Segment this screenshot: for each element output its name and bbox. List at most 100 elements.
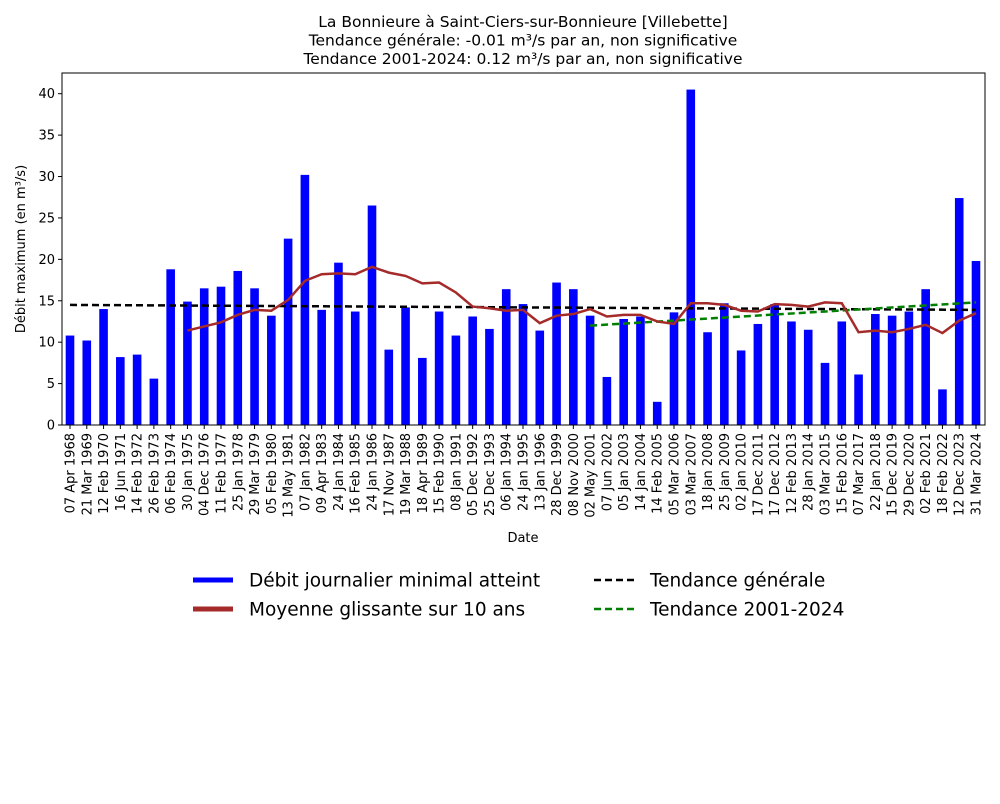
moving-average-line: [187, 265, 977, 335]
x-tick-label: 17 Dec 2012: [768, 433, 783, 516]
y-tick-label: 5: [47, 377, 55, 392]
x-tick-label: 25 Dec 1993: [483, 433, 498, 516]
bar: [65, 335, 75, 425]
bar: [770, 304, 779, 425]
x-tick-label: 24 Jan 1986: [366, 433, 381, 511]
bar: [871, 314, 880, 425]
chart-title-line: Tendance générale: -0.01 m³/s par an, no…: [308, 32, 738, 50]
bar: [99, 309, 108, 425]
bar: [116, 357, 125, 425]
bar: [300, 174, 310, 425]
x-tick-label: 05 Dec 1992: [466, 433, 481, 516]
bar: [250, 288, 259, 425]
x-tick-label: 24 Jan 1995: [517, 433, 532, 511]
x-tick-label: 24 Jan 1984: [332, 433, 347, 511]
y-tick-label: 35: [38, 129, 55, 144]
x-tick-label: 05 Jan 2003: [617, 433, 632, 511]
x-tick-label: 15 Dec 2019: [886, 433, 901, 516]
x-tick-label: 08 Jan 1991: [449, 433, 464, 511]
bar: [501, 289, 511, 425]
x-tick-label: 29 Mar 1979: [248, 433, 263, 515]
x-tick-label: 04 Dec 1976: [198, 433, 213, 516]
bar: [602, 376, 612, 425]
x-tick-label: 09 Apr 1983: [315, 433, 330, 513]
y-tick-label: 10: [38, 336, 55, 351]
bar: [938, 389, 947, 425]
y-tick-label: 25: [38, 211, 55, 226]
chart-title-line: Tendance 2001-2024: 0.12 m³/s par an, no…: [302, 50, 742, 68]
x-tick-label: 12 Feb 1970: [97, 433, 112, 514]
bar: [803, 329, 813, 425]
bar: [720, 303, 729, 425]
bar: [636, 316, 645, 425]
bar: [535, 330, 545, 425]
bar: [854, 374, 863, 425]
x-tick-label: 06 Jan 1994: [500, 433, 515, 511]
x-tick-label: 30 Jan 1975: [181, 433, 196, 511]
x-tick-label: 05 Mar 2006: [668, 433, 683, 515]
legend-label: Tendance générale: [649, 571, 825, 592]
x-tick-label: 06 Feb 1974: [164, 433, 179, 514]
bar: [199, 288, 209, 425]
bar: [401, 307, 410, 425]
trend-line: [69, 303, 977, 312]
x-tick-label: 07 Mar 2017: [852, 433, 867, 515]
x-tick-label: 28 Dec 1999: [550, 433, 565, 516]
x-tick-label: 26 Feb 1973: [147, 433, 162, 514]
x-tick-label: 25 Jan 1978: [231, 433, 246, 511]
x-tick-label: 28 Jan 2014: [802, 433, 817, 511]
bar: [887, 315, 897, 425]
bar: [317, 309, 326, 425]
x-tick-label: 21 Mar 1969: [80, 433, 95, 515]
x-axis-label: Date: [507, 531, 538, 546]
x-tick-label: 29 Dec 2020: [902, 433, 917, 516]
x-tick-label: 12 Dec 2023: [953, 433, 968, 516]
x-tick-label: 17 Nov 1987: [382, 433, 397, 516]
y-tick-label: 20: [38, 253, 55, 268]
bar: [267, 315, 276, 425]
bar: [652, 401, 662, 425]
y-axis-label: Débit maximum (en m³/s): [14, 165, 29, 333]
x-tick-label: 22 Jan 2018: [869, 433, 884, 511]
bar: [468, 316, 477, 425]
bar: [149, 378, 159, 425]
x-tick-label: 14 Feb 1972: [131, 433, 146, 514]
bar: [384, 349, 394, 425]
bar: [669, 312, 679, 425]
x-tick-label: 02 May 2001: [584, 433, 599, 518]
x-tick-label: 05 Feb 1980: [265, 433, 280, 514]
bar: [837, 321, 847, 425]
x-tick-label: 03 Mar 2015: [819, 433, 834, 515]
y-tick-label: 30: [38, 170, 55, 185]
x-tick-label: 08 Nov 2000: [567, 433, 582, 516]
x-tick-label: 07 Jun 2002: [600, 433, 615, 511]
x-tick-label: 18 Feb 2022: [936, 433, 951, 514]
x-tick-label: 15 Feb 2016: [835, 433, 850, 514]
x-tick-label: 02 Feb 2021: [919, 433, 934, 514]
bar: [518, 304, 528, 425]
x-tick-label: 14 Feb 2005: [651, 433, 666, 514]
bar: [736, 350, 746, 425]
x-tick-label: 07 Jan 1982: [298, 433, 313, 511]
x-tick-label: 25 Jan 2009: [718, 433, 733, 511]
x-tick-label: 18 Jan 2008: [701, 433, 716, 511]
bar: [418, 357, 427, 425]
legend-label: Débit journalier minimal atteint: [249, 571, 540, 592]
bar: [971, 261, 981, 425]
bar: [166, 269, 175, 425]
bar: [82, 340, 92, 425]
legend-label: Tendance 2001-2024: [649, 600, 844, 621]
x-tick-label: 19 Mar 1988: [399, 433, 414, 515]
bar: [283, 238, 293, 425]
bar: [904, 311, 914, 425]
bar: [753, 323, 763, 425]
bar: [183, 301, 192, 425]
bar: [820, 362, 830, 425]
x-tick-label: 17 Dec 2011: [751, 433, 766, 516]
bar: [485, 328, 494, 425]
trend-line: [590, 301, 977, 327]
y-tick-label: 15: [38, 294, 55, 309]
bar: [619, 318, 628, 425]
